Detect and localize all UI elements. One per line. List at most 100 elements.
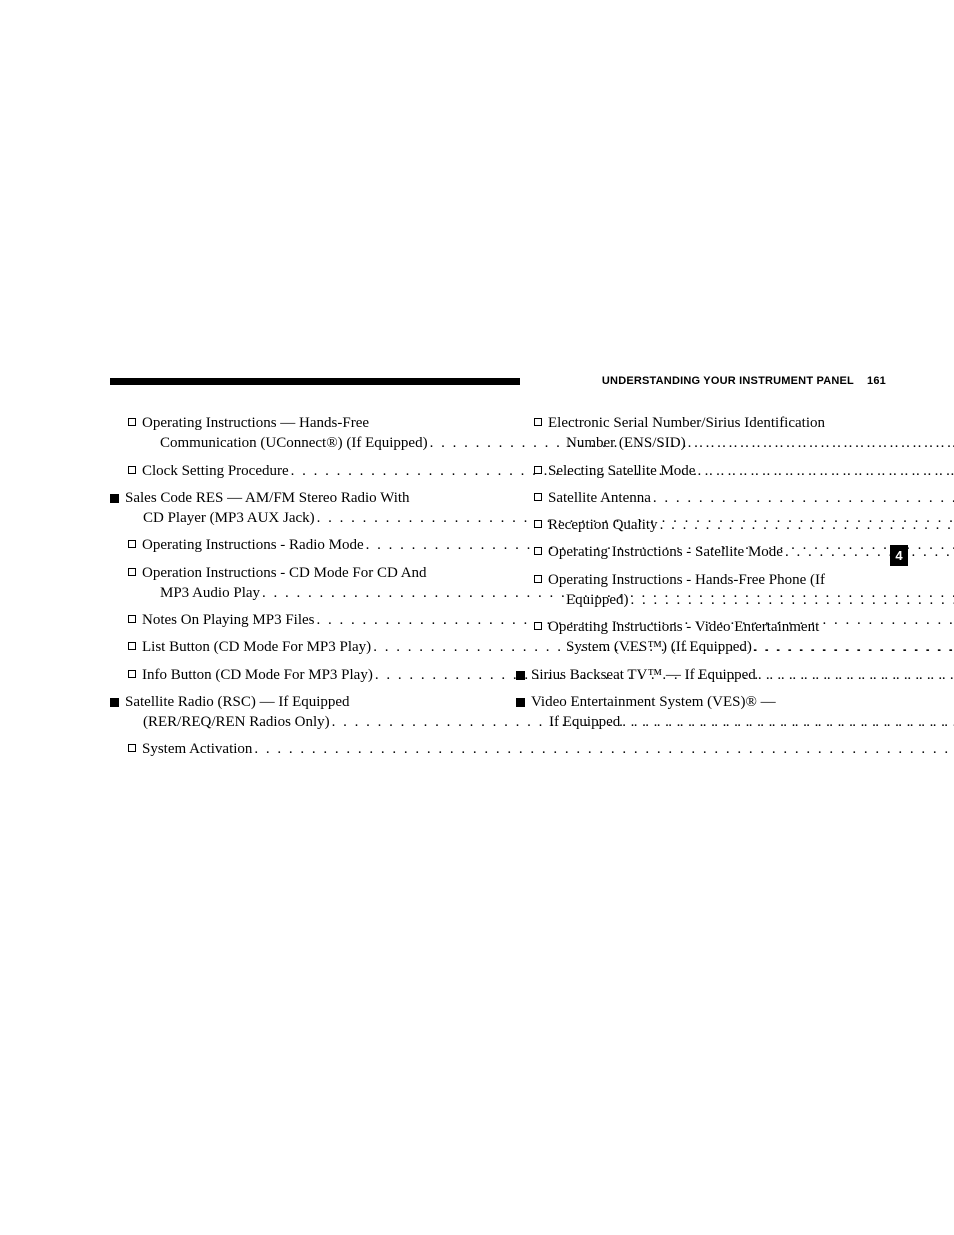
- toc-entry-body: Reception Quality . . . . . . . . . . . …: [548, 515, 954, 535]
- toc-line: Sirius Backseat TV™ — If Equipped . . . …: [531, 665, 954, 685]
- toc-line: Equipped) . . . . . . . . . . . . . . . …: [548, 590, 954, 610]
- toc-text: Info Button (CD Mode For MP3 Play): [142, 665, 373, 685]
- page-content: UNDERSTANDING YOUR INSTRUMENT PANEL 161 …: [110, 378, 886, 767]
- toc-text: Selecting Satellite Mode: [548, 461, 695, 481]
- toc-entry: Video Entertainment System (VES)® —If Eq…: [516, 692, 886, 733]
- toc-line: Electronic Serial Number/Sirius Identifi…: [548, 413, 954, 433]
- toc-leaders: . . . . . . . . . . . . . . . . . . . . …: [783, 542, 954, 562]
- toc-text: System Activation: [142, 739, 252, 759]
- toc-text: Operating Instructions - Hands-Free Phon…: [548, 570, 825, 590]
- toc-text: Operating Instructions - Radio Mode: [142, 535, 364, 555]
- outline-square-icon: [534, 622, 542, 630]
- toc-text: Communication (UConnect®) (If Equipped): [160, 433, 428, 453]
- outline-square-icon: [128, 744, 136, 752]
- toc-leaders: . . . . . . . . . . . . . . . . . . . . …: [651, 488, 954, 508]
- header-title: UNDERSTANDING YOUR INSTRUMENT PANEL: [602, 375, 854, 387]
- section-tab: 4: [890, 545, 908, 566]
- toc-entry: System Activation . . . . . . . . . . . …: [128, 739, 480, 759]
- outline-square-icon: [534, 547, 542, 555]
- toc-line: Operating Instructions - Video Entertain…: [548, 617, 954, 637]
- toc-column-right: Electronic Serial Number/Sirius Identifi…: [516, 413, 886, 767]
- toc-entry: Operating Instructions - Hands-Free Phon…: [534, 570, 886, 611]
- toc-text: Satellite Antenna: [548, 488, 651, 508]
- toc-entry: Sales Code RES — AM/FM Stereo Radio With…: [110, 488, 480, 529]
- toc-text: System (VES™) (If Equipped): [566, 637, 752, 657]
- toc-text: Satellite Radio (RSC) — If Equipped: [125, 692, 350, 712]
- outline-square-icon: [128, 418, 136, 426]
- outline-square-icon: [128, 540, 136, 548]
- toc-line: System (VES™) (If Equipped) . . . . . . …: [548, 637, 954, 657]
- toc-entry: List Button (CD Mode For MP3 Play) . . .…: [128, 637, 480, 657]
- toc-leaders: . . . . . . . . . . . . . . . . . . . . …: [756, 665, 954, 685]
- toc-text: Electronic Serial Number/Sirius Identifi…: [548, 413, 825, 433]
- toc-text: Operating Instructions - Video Entertain…: [548, 617, 819, 637]
- filled-square-icon: [110, 698, 119, 707]
- toc-text: If Equipped: [549, 712, 620, 732]
- outline-square-icon: [534, 493, 542, 501]
- running-header: UNDERSTANDING YOUR INSTRUMENT PANEL 161: [602, 375, 886, 387]
- toc-entry-body: Satellite Antenna . . . . . . . . . . . …: [548, 488, 954, 508]
- filled-square-icon: [516, 671, 525, 680]
- toc-entry-body: Video Entertainment System (VES)® —If Eq…: [531, 692, 954, 733]
- outline-square-icon: [534, 575, 542, 583]
- toc-entry-body: Selecting Satellite Mode . . . . . . . .…: [548, 461, 954, 481]
- toc-entry: Satellite Radio (RSC) — If Equipped(RER/…: [110, 692, 480, 733]
- toc-line: Selecting Satellite Mode . . . . . . . .…: [548, 461, 954, 481]
- toc-line: Satellite Antenna . . . . . . . . . . . …: [548, 488, 954, 508]
- toc-leaders: . . . . . . . . . . . . . . . . . . . . …: [658, 515, 954, 535]
- toc-entry: Info Button (CD Mode For MP3 Play) . . .…: [128, 665, 480, 685]
- outline-square-icon: [534, 466, 542, 474]
- toc-entry: Operating Instructions - Radio Mode . . …: [128, 535, 480, 555]
- toc-text: List Button (CD Mode For MP3 Play): [142, 637, 371, 657]
- toc-entry: Notes On Playing MP3 Files . . . . . . .…: [128, 610, 480, 630]
- outline-square-icon: [128, 568, 136, 576]
- toc-text: Sirius Backseat TV™ — If Equipped: [531, 665, 756, 685]
- toc-leaders: . . . . . . . . . . . . . . . . . . . . …: [686, 433, 954, 453]
- toc-entry: Operating Instructions - Satellite Mode …: [534, 542, 886, 562]
- toc-line: Number (ENS/SID) . . . . . . . . . . . .…: [548, 433, 954, 453]
- toc-entry-body: Sirius Backseat TV™ — If Equipped . . . …: [531, 665, 954, 685]
- toc-entry: Selecting Satellite Mode . . . . . . . .…: [534, 461, 886, 481]
- filled-square-icon: [110, 494, 119, 503]
- toc-entry-body: Operating Instructions - Video Entertain…: [548, 617, 954, 658]
- toc-entry-body: Electronic Serial Number/Sirius Identifi…: [548, 413, 954, 454]
- toc-text: Operation Instructions - CD Mode For CD …: [142, 563, 427, 583]
- toc-text: Reception Quality: [548, 515, 658, 535]
- header-rule: [110, 378, 520, 385]
- filled-square-icon: [516, 698, 525, 707]
- toc-text: Video Entertainment System (VES)® —: [531, 692, 776, 712]
- toc-leaders: . . . . . . . . . . . . . . . . . . . . …: [695, 461, 954, 481]
- toc-text: (RER/REQ/REN Radios Only): [143, 712, 330, 732]
- toc-entry: Sirius Backseat TV™ — If Equipped . . . …: [516, 665, 886, 685]
- toc-text: Number (ENS/SID): [566, 433, 686, 453]
- outline-square-icon: [534, 520, 542, 528]
- toc-text: Notes On Playing MP3 Files: [142, 610, 315, 630]
- toc-entry-body: Operating Instructions - Hands-Free Phon…: [548, 570, 954, 611]
- toc-text: Operating Instructions — Hands-Free: [142, 413, 369, 433]
- toc-entry: Reception Quality . . . . . . . . . . . …: [534, 515, 886, 535]
- toc-columns: Operating Instructions — Hands-FreeCommu…: [110, 413, 886, 767]
- toc-entry: Clock Setting Procedure . . . . . . . . …: [128, 461, 480, 481]
- toc-text: Clock Setting Procedure: [142, 461, 289, 481]
- outline-square-icon: [128, 466, 136, 474]
- outline-square-icon: [534, 418, 542, 426]
- toc-line: If Equipped . . . . . . . . . . . . . . …: [531, 712, 954, 732]
- outline-square-icon: [128, 615, 136, 623]
- header-page-number: 161: [867, 375, 886, 387]
- outline-square-icon: [128, 642, 136, 650]
- outline-square-icon: [128, 670, 136, 678]
- toc-leaders: . . . . . . . . . . . . . . . . . . . . …: [752, 637, 954, 657]
- toc-leaders: . . . . . . . . . . . . . . . . . . . . …: [628, 590, 954, 610]
- toc-text: Operating Instructions - Satellite Mode: [548, 542, 783, 562]
- toc-line: Operating Instructions - Hands-Free Phon…: [548, 570, 954, 590]
- section-tab-label: 4: [895, 548, 902, 563]
- toc-entry: Operation Instructions - CD Mode For CD …: [128, 563, 480, 604]
- toc-entry: Operating Instructions - Video Entertain…: [534, 617, 886, 658]
- toc-text: Sales Code RES — AM/FM Stereo Radio With: [125, 488, 410, 508]
- toc-column-left: Operating Instructions — Hands-FreeCommu…: [110, 413, 480, 767]
- toc-text: Equipped): [566, 590, 628, 610]
- toc-leaders: . . . . . . . . . . . . . . . . . . . . …: [620, 712, 954, 732]
- toc-line: Reception Quality . . . . . . . . . . . …: [548, 515, 954, 535]
- toc-text: CD Player (MP3 AUX Jack): [143, 508, 315, 528]
- toc-entry: Operating Instructions — Hands-FreeCommu…: [128, 413, 480, 454]
